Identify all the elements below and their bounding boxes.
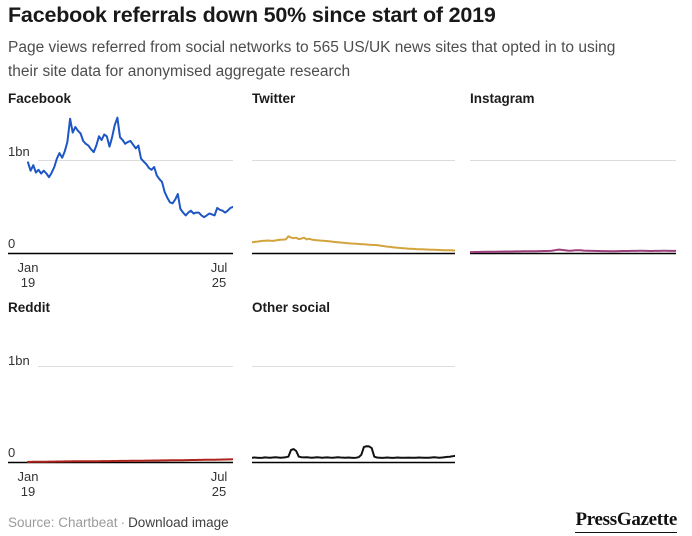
twitter-chart (252, 108, 455, 255)
press-gazette-logo: PressGazette (575, 509, 677, 533)
facebook-x-axis: Jan 19 Jul 25 (8, 255, 233, 290)
panel-reddit: Reddit 1bn 0 Jan 19 Jul 25 (8, 300, 233, 499)
page-subtitle: Page views referred from social networks… (8, 36, 680, 84)
panel-other-social: Other social (252, 301, 455, 464)
page-title: Facebook referrals down 50% since start … (8, 3, 496, 27)
reddit-x-axis: Jan 19 Jul 25 (8, 464, 233, 499)
panel-title-twitter: Twitter (252, 91, 296, 106)
instagram-chart (470, 108, 676, 255)
download-image-link[interactable]: Download image (128, 515, 229, 530)
separator-dot: · (120, 515, 126, 530)
panel-title-other-social: Other social (252, 300, 331, 315)
source-label: Source: Chartbeat (8, 515, 118, 530)
reddit-chart: 1bn 0 (8, 317, 233, 464)
panel-title-facebook: Facebook (8, 91, 72, 106)
reddit-line-plot (8, 366, 233, 464)
y-axis-label-0: 0 (8, 445, 16, 460)
page-subtitle-line1: Page views referred from social networks… (8, 39, 616, 56)
x-axis-label-end: Jul 25 (210, 260, 228, 290)
panel-facebook: Facebook 1bn 0 Jan 19 Jul 25 (8, 91, 233, 290)
source-line: Source: Chartbeat · Download image (8, 515, 229, 530)
y-axis-label-0: 0 (8, 236, 16, 251)
x-axis-label-start: Jan 19 (17, 260, 39, 290)
instagram-line-plot (470, 160, 676, 255)
twitter-line-plot (252, 160, 455, 255)
other-social-chart (252, 317, 455, 464)
page-subtitle-line2: their site data for anonymised aggregate… (8, 63, 351, 80)
panel-title-instagram: Instagram (470, 91, 535, 106)
panel-twitter: Twitter (252, 92, 455, 255)
facebook-chart: 1bn 0 (8, 108, 233, 255)
y-axis-label-1bn: 1bn (8, 144, 30, 159)
facebook-line-plot (8, 116, 233, 255)
other-social-line-plot (252, 366, 455, 464)
panel-instagram: Instagram (470, 92, 676, 255)
x-axis-label-end: Jul 25 (210, 469, 228, 499)
x-axis-label-start: Jan 19 (17, 469, 39, 499)
y-axis-label-1bn: 1bn (8, 353, 30, 368)
panel-title-reddit: Reddit (8, 300, 50, 315)
